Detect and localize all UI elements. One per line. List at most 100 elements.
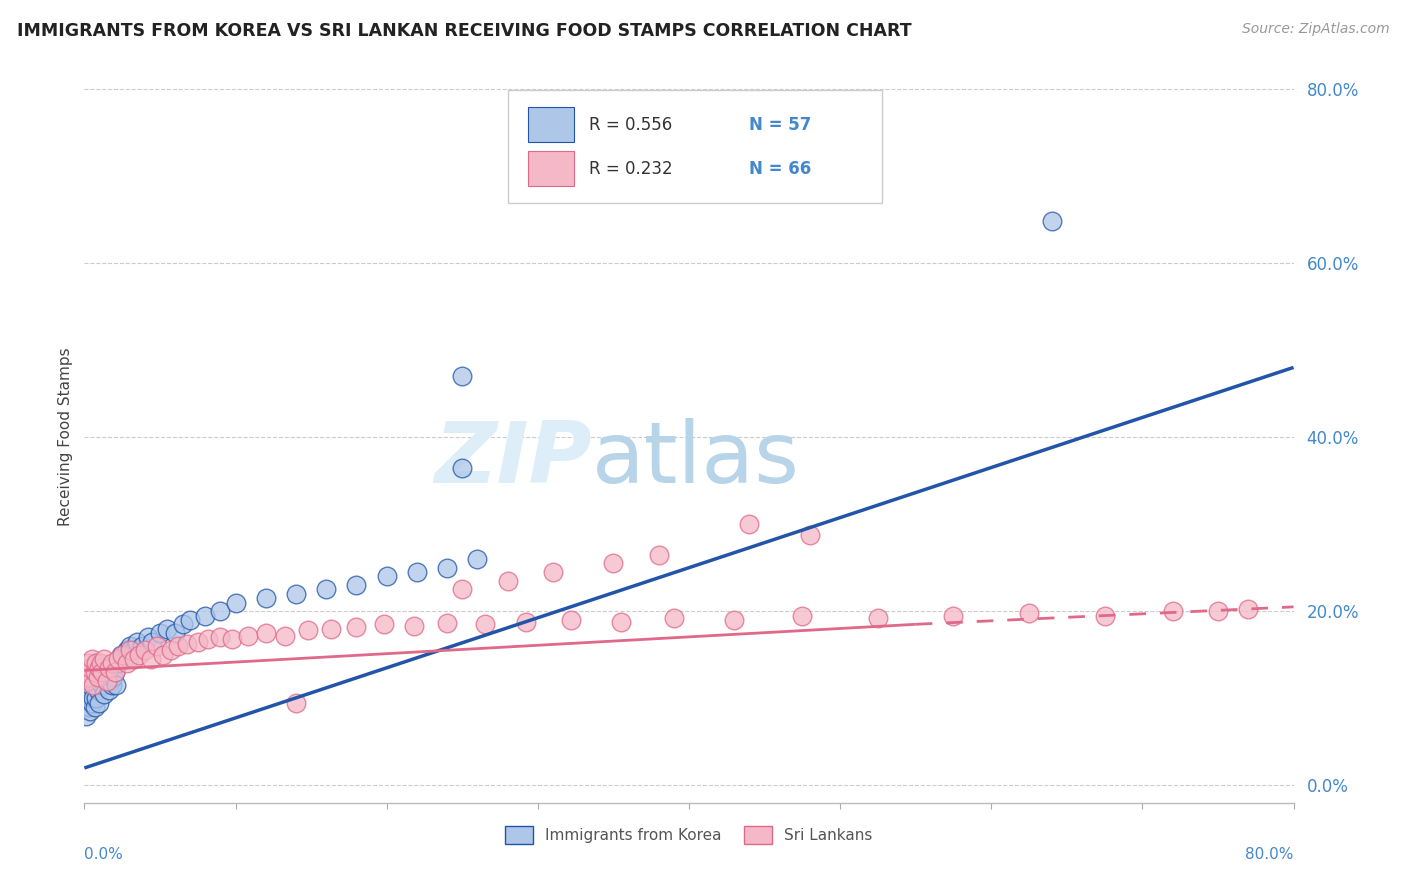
Bar: [529, 151, 574, 186]
Point: [1237, 602, 1260, 616]
Point: [128, 648, 150, 662]
Point: [76, 673, 98, 688]
Point: [167, 639, 190, 653]
Point: [194, 608, 217, 623]
Point: [285, 696, 308, 710]
Point: [96, 673, 118, 688]
Point: [75, 708, 97, 723]
Point: [165, 626, 187, 640]
Point: [136, 631, 159, 645]
Point: [1161, 604, 1184, 618]
Point: [87, 682, 110, 697]
Point: [86, 691, 108, 706]
Point: [474, 617, 496, 632]
Point: [127, 634, 149, 648]
Point: [97, 661, 120, 675]
Point: [91, 678, 114, 692]
Point: [274, 629, 297, 643]
Text: Source: ZipAtlas.com: Source: ZipAtlas.com: [1241, 22, 1389, 37]
Point: [139, 652, 162, 666]
Point: [86, 665, 108, 680]
Point: [648, 548, 671, 562]
Point: [236, 629, 259, 643]
Point: [115, 643, 138, 657]
Point: [254, 591, 277, 606]
Point: [111, 648, 134, 662]
Point: [319, 622, 342, 636]
Point: [451, 582, 474, 597]
Point: [436, 615, 458, 630]
Text: 0.0%: 0.0%: [84, 847, 124, 862]
Point: [1018, 606, 1040, 620]
Point: [80, 696, 103, 710]
Point: [96, 661, 118, 675]
Text: IMMIGRANTS FROM KOREA VS SRI LANKAN RECEIVING FOOD STAMPS CORRELATION CHART: IMMIGRANTS FROM KOREA VS SRI LANKAN RECE…: [17, 22, 911, 40]
Point: [101, 669, 124, 683]
Point: [90, 657, 112, 671]
Point: [172, 617, 194, 632]
Point: [1094, 608, 1116, 623]
Point: [799, 527, 821, 541]
Point: [225, 595, 247, 609]
Point: [662, 611, 685, 625]
Text: ZIP: ZIP: [434, 417, 592, 500]
Point: [560, 613, 582, 627]
Point: [77, 682, 100, 697]
Point: [297, 624, 319, 638]
Point: [122, 643, 145, 657]
Point: [87, 669, 110, 683]
Point: [100, 657, 122, 671]
Point: [610, 615, 633, 629]
Point: [467, 552, 489, 566]
Point: [942, 608, 965, 623]
Point: [159, 643, 181, 657]
Text: N = 66: N = 66: [749, 160, 811, 178]
Point: [104, 665, 127, 680]
Point: [402, 619, 425, 633]
Point: [97, 682, 120, 697]
Text: R = 0.232: R = 0.232: [589, 160, 672, 178]
Point: [115, 657, 138, 671]
Point: [86, 657, 108, 671]
Point: [84, 700, 107, 714]
Point: [122, 652, 145, 666]
Point: [221, 632, 243, 646]
Point: [75, 665, 97, 680]
Point: [77, 700, 100, 714]
Point: [197, 632, 219, 646]
Point: [176, 637, 198, 651]
Point: [91, 665, 114, 680]
Point: [105, 678, 128, 692]
Y-axis label: Receiving Food Stamps: Receiving Food Stamps: [58, 348, 73, 526]
Point: [94, 669, 117, 683]
Point: [738, 517, 761, 532]
Text: atlas: atlas: [592, 417, 800, 500]
Point: [107, 652, 129, 666]
Point: [104, 665, 127, 680]
Point: [146, 639, 169, 653]
Point: [112, 652, 135, 666]
Point: [82, 673, 104, 688]
Point: [515, 615, 537, 629]
Point: [156, 622, 179, 636]
Point: [315, 582, 337, 597]
Point: [110, 648, 132, 662]
Point: [82, 678, 104, 692]
Point: [90, 665, 112, 680]
Point: [285, 587, 308, 601]
Point: [375, 569, 398, 583]
Point: [98, 673, 121, 688]
Point: [152, 648, 174, 662]
Point: [84, 665, 107, 680]
Point: [436, 560, 458, 574]
Point: [346, 620, 368, 634]
Point: [451, 460, 474, 475]
Point: [77, 669, 100, 683]
Point: [93, 652, 115, 666]
Point: [1206, 604, 1229, 618]
Point: [79, 705, 101, 719]
Point: [89, 661, 111, 675]
Text: N = 57: N = 57: [749, 116, 811, 134]
Point: [602, 557, 624, 571]
Point: [134, 643, 156, 657]
